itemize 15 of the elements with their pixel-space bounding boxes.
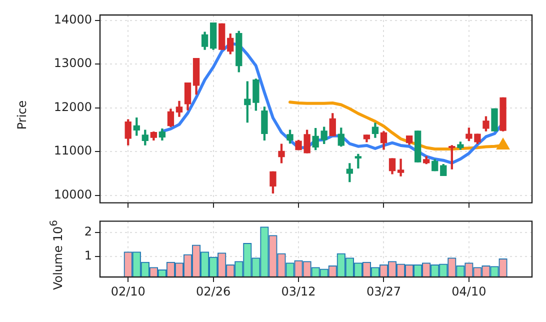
y-tick-label: 13000 [54, 56, 92, 70]
y-tick-label: 2 [84, 224, 92, 239]
candlestick [218, 23, 226, 50]
x-tick-label: 02/10 [110, 284, 146, 298]
y-tick-label: 12000 [54, 100, 92, 114]
x-tick-label: 02/26 [196, 284, 231, 298]
y-tick-label: 1 [84, 248, 92, 262]
candlestick [414, 130, 422, 162]
y-tick-label: 14000 [54, 12, 92, 26]
x-tick-label: 03/12 [281, 284, 316, 298]
y-axis-title: Price [15, 100, 29, 130]
x-tick-label: 03/27 [366, 284, 402, 298]
y-tick-label: 11000 [54, 144, 92, 158]
x-tick-label: 04/10 [452, 284, 486, 298]
y-tick-label: 10000 [54, 187, 92, 202]
